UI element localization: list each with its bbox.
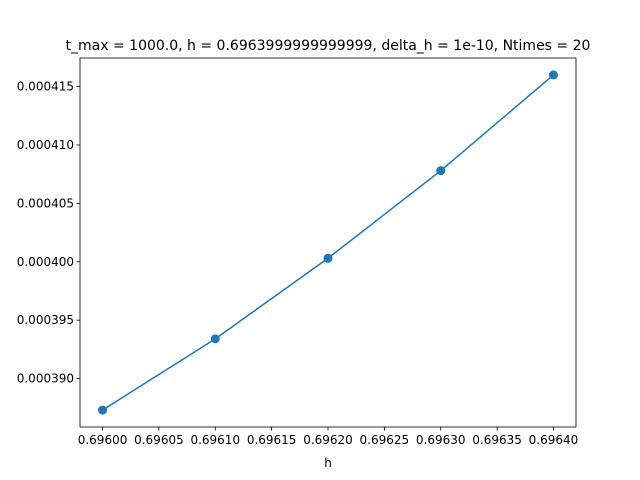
series-line: [102, 74, 554, 411]
x-axis-label: h: [324, 456, 332, 470]
x-tick-label: 0.69620: [303, 433, 353, 447]
y-tick-label: 0.000390: [17, 372, 74, 386]
data-point: [548, 70, 558, 80]
data-point: [210, 334, 220, 344]
plot-area: 0.69600 0.69605 0.69610 0.69615 0.69620 0.696…: [17, 57, 579, 447]
x-tick-label: 0.69640: [529, 433, 579, 447]
x-tick-label: 0.69600: [78, 433, 128, 447]
y-tick-label: 0.000395: [17, 313, 74, 327]
chart-title: t_max = 1000.0, h = 0.6963999999999999, …: [66, 38, 591, 54]
y-tick-label: 0.000405: [17, 196, 74, 210]
x-tick-label: 0.69630: [416, 433, 466, 447]
data-point: [98, 405, 108, 415]
x-tick-label: 0.69610: [190, 433, 240, 447]
plot-frame: [79, 57, 577, 428]
x-tick-label: 0.69635: [472, 433, 522, 447]
x-tick-label: 0.69625: [360, 433, 410, 447]
data-point: [436, 166, 446, 176]
x-tick-label: 0.69615: [247, 433, 297, 447]
data-point: [323, 253, 333, 263]
x-tick-label: 0.69605: [134, 433, 184, 447]
y-tick-label: 0.000400: [17, 255, 74, 269]
y-tick-label: 0.000415: [17, 80, 74, 94]
y-tick-label: 0.000410: [17, 138, 74, 152]
